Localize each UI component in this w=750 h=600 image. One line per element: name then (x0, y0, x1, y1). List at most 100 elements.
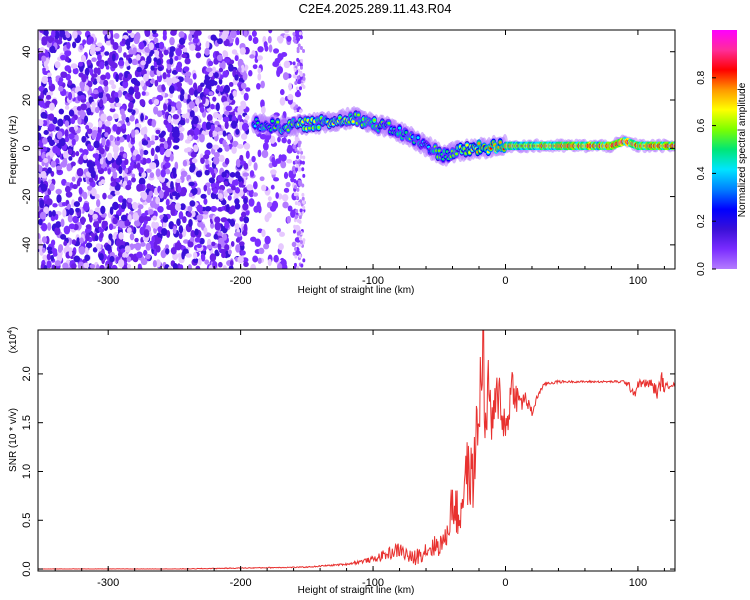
heatmap-noise-cell (293, 140, 297, 145)
heatmap-noise-cell (169, 46, 176, 53)
heatmap-noise-cell (239, 154, 244, 161)
heatmap-noise-cell (147, 208, 154, 215)
heatmap-noise-cell (87, 143, 92, 151)
heatmap-noise-cell (292, 31, 296, 36)
heatmap-noise-cell (300, 263, 304, 268)
heatmap-noise-cell (64, 50, 71, 57)
heatmap-noise-cell (272, 61, 280, 68)
heatmap-noise-cell (111, 53, 116, 62)
heatmap-noise-cell (133, 163, 138, 169)
heatmap-noise-cell (109, 102, 114, 108)
heatmap-noise-cell (124, 218, 130, 227)
heatmap-noise-cell (293, 178, 297, 183)
heatmap-noise-cell (168, 85, 175, 94)
heatmap-noise-cell (170, 30, 177, 36)
heatmap-noise-cell (192, 115, 199, 125)
heatmap-noise-cell (45, 94, 52, 100)
heatmap-noise-cell (133, 219, 141, 227)
heatmap-noise-cell (129, 115, 135, 122)
heatmap-noise-cell (278, 154, 283, 161)
heatmap-noise-cell (197, 85, 203, 93)
heatmap-noise-cell (100, 179, 106, 185)
heatmap-noise-cell (299, 86, 303, 91)
heatmap-noise-cell (189, 200, 196, 207)
heatmap-noise-cell (178, 211, 184, 220)
heatmap-noise-cell (132, 47, 137, 54)
heatmap-noise-cell (72, 30, 78, 39)
heatmap-noise-cell (60, 71, 66, 79)
heatmap-noise-cell (165, 244, 169, 249)
heatmap-noise-cell (117, 258, 125, 268)
heatmap-noise-cell (65, 32, 71, 39)
heatmap-noise-cell (41, 222, 48, 232)
heatmap-noise-cell (153, 98, 160, 106)
heatmap-noise-cell (167, 124, 173, 133)
heatmap-noise-cell (73, 201, 81, 207)
heatmap-noise-cell (126, 134, 131, 143)
heatmap-noise-cell (196, 204, 203, 213)
heatmap-noise-cell (298, 147, 302, 152)
heatmap-noise-cell (243, 261, 249, 267)
heatmap-noise-cell (107, 57, 113, 64)
heatmap-noise-cell (137, 184, 144, 192)
heatmap-noise-cell (113, 91, 119, 98)
heatmap-noise-cell (210, 34, 217, 41)
heatmap-noise-cell (239, 241, 245, 246)
heatmap-noise-cell (244, 114, 250, 121)
heatmap-noise-cell (77, 261, 85, 269)
heatmap-noise-cell (79, 94, 86, 100)
heatmap-noise-cell (96, 67, 101, 76)
heatmap-noise-cell (299, 109, 303, 114)
snr-x-tick-label: -300 (97, 577, 119, 589)
heatmap-x-axis-label: Height of straight line (km) (298, 285, 415, 296)
colorbar-tick-label: 0.4 (696, 166, 707, 180)
heatmap-noise-cell (223, 110, 230, 116)
heatmap-noise-cell (80, 103, 87, 111)
heatmap-noise-cell (79, 217, 86, 224)
heatmap-noise-cell (293, 67, 297, 72)
heatmap-noise-cell (261, 184, 267, 192)
heatmap-x-tick-label: -200 (230, 275, 252, 287)
heatmap-noise-cell (222, 116, 230, 123)
heatmap-noise-cell (275, 192, 279, 199)
heatmap-noise-cell (155, 145, 161, 153)
heatmap-noise-cell (270, 184, 275, 190)
heatmap-noise-cell (115, 73, 119, 83)
heatmap-noise-cell (276, 35, 284, 43)
heatmap-noise-cell (78, 61, 84, 67)
heatmap-noise-cell (282, 72, 289, 81)
heatmap-noise-cell (85, 224, 92, 229)
heatmap-ridge-cell (372, 118, 376, 122)
heatmap-noise-cell (162, 215, 169, 223)
heatmap-noise-cell (193, 31, 199, 39)
heatmap-noise-cell (184, 57, 191, 65)
heatmap-noise-cell (143, 149, 149, 156)
heatmap-noise-cell (109, 186, 115, 192)
heatmap-noise-cell (38, 165, 43, 173)
heatmap-noise-cell (175, 178, 182, 184)
heatmap-noise-cell (159, 137, 166, 143)
heatmap-noise-cell (68, 126, 76, 133)
heatmap-noise-cell (129, 233, 135, 241)
heatmap-noise-cell (41, 55, 47, 62)
heatmap-noise-cell (47, 36, 53, 44)
heatmap-noise-cell (240, 82, 247, 90)
heatmap-noise-cell (277, 136, 281, 143)
heatmap-noise-cell (206, 142, 213, 149)
heatmap-noise-cell (295, 167, 299, 172)
heatmap-noise-cell (224, 121, 229, 130)
heatmap-noise-cell (158, 52, 164, 59)
heatmap-noise-cell (204, 169, 210, 176)
heatmap-noise-cell (68, 156, 73, 161)
heatmap-noise-cell (46, 43, 51, 48)
heatmap-noise-cell (50, 254, 55, 262)
heatmap-noise-cell (210, 205, 218, 212)
heatmap-noise-cell (97, 120, 103, 128)
heatmap-noise-cell (84, 67, 90, 77)
heatmap-noise-cell (242, 202, 249, 211)
snr-x-tick-label: -200 (230, 577, 252, 589)
heatmap-noise-cell (209, 253, 217, 262)
heatmap-noise-cell (242, 172, 250, 177)
heatmap-noise-cell (192, 258, 199, 264)
heatmap-noise-cell (71, 176, 76, 182)
